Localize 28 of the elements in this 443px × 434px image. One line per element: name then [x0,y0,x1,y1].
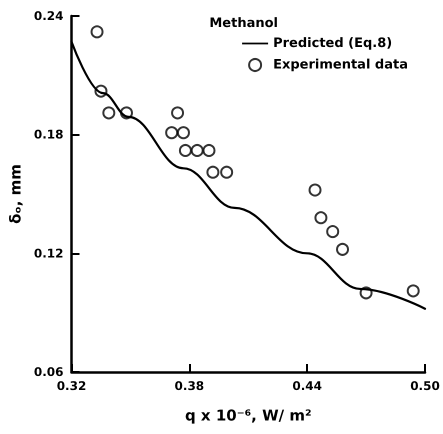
point [314,211,328,224]
point [176,126,190,140]
point [336,242,350,256]
y-tick-label: 0.24 [34,9,64,23]
legend-label: Experimental data [273,58,408,72]
legend-title: Methanol [209,16,278,31]
point [206,166,220,179]
x-tick-label: 0.50 [410,379,440,393]
point [178,144,192,157]
point [190,144,204,157]
y-tick-label: 0.12 [34,246,64,260]
point [171,106,184,120]
x-tick-label: 0.38 [174,379,204,393]
x-tick-label: 0.32 [56,379,86,393]
point [326,225,340,238]
x-axis-title: q x 10⁻⁶, W/ m² [184,406,312,424]
legend-label: Predicted (Eq.8) [273,36,392,51]
point [406,284,420,298]
point [220,166,234,179]
point [90,25,104,38]
x-tick-label: 0.44 [292,379,322,393]
y-tick-label: 0.06 [34,365,64,379]
y-tick-label: 0.18 [34,128,64,142]
point [202,144,216,157]
y-axis-title: δₒ, mm [6,164,24,224]
point [165,126,178,140]
point [308,184,322,197]
point [102,106,116,120]
